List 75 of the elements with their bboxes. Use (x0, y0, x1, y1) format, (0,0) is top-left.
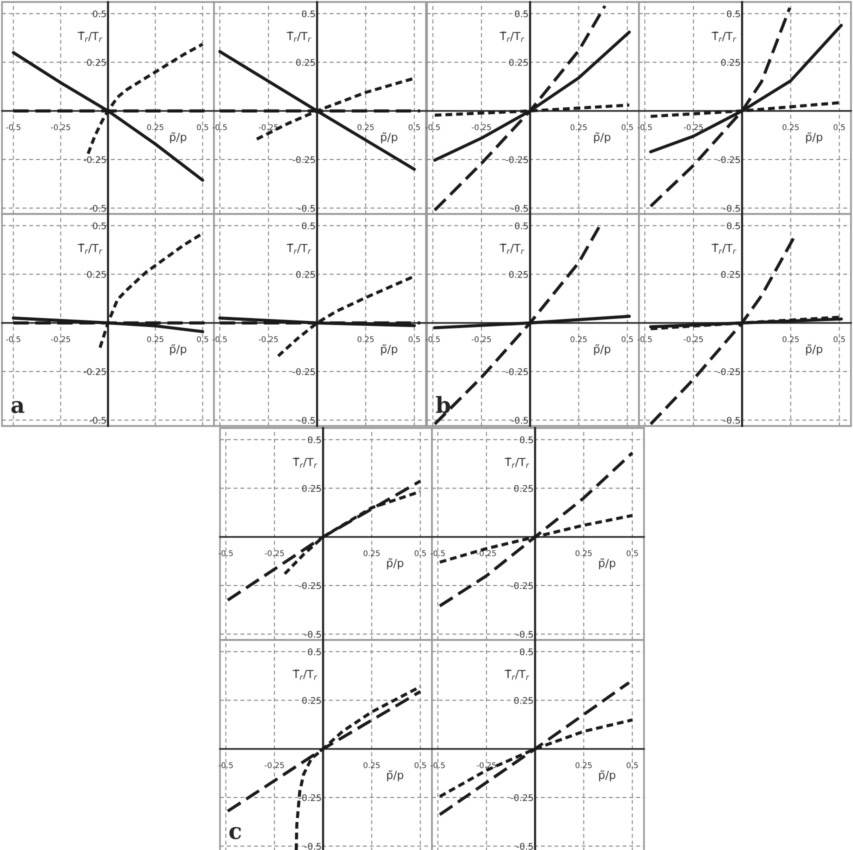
y-tick-label: -0.5 (512, 416, 528, 424)
y-tick-label: 0.5 (308, 648, 321, 656)
y-axis-title: T̃$_{r}$/T$_{r}$ (500, 243, 524, 254)
y-tick-label: -0.5 (89, 204, 106, 212)
y-axis-title: T̃$_{r}$/T$_{r}$ (292, 669, 318, 680)
y-tick-label: 0.25 (514, 697, 533, 704)
x-axis-title: p̃/p (170, 344, 186, 356)
y-axis-title: T̃$_{r}$/T$_{r}$ (286, 243, 312, 254)
x-axis-title: p̃/p (170, 132, 186, 144)
x-axis-title: p̃/p (594, 344, 610, 356)
x-axis-title: p̃/p (806, 132, 822, 144)
y-tick-label: -0.25 (718, 156, 740, 164)
y-tick-label: 0.25 (302, 485, 321, 492)
x-axis-title: p̃/p (599, 770, 616, 782)
annotation: c (229, 827, 242, 840)
y-tick-label: -0.5 (516, 842, 533, 850)
y-tick-label: -0.25 (506, 156, 528, 164)
x-axis-title: p̃/p (806, 344, 822, 356)
x-axis-title: p̃/p (594, 132, 610, 144)
y-tick-label: -0.25 (292, 368, 315, 376)
y-tick-label: 0.5 (514, 222, 528, 230)
y-tick-label: 0.5 (92, 10, 106, 18)
y-tick-label: -0.25 (298, 794, 321, 802)
y-tick-label: -0.5 (724, 416, 740, 424)
y-tick-label: 0.5 (520, 436, 533, 444)
y-tick-label: -0.25 (510, 794, 533, 802)
y-tick-label: 0.5 (514, 10, 528, 18)
y-tick-label: -0.5 (516, 630, 533, 638)
y-tick-label: 0.25 (87, 59, 106, 66)
y-tick-label: -0.5 (298, 416, 315, 424)
y-tick-label: -0.5 (724, 204, 740, 212)
x-axis-title: p̃/p (599, 558, 616, 570)
y-tick-label: -0.25 (506, 368, 528, 376)
y-axis-title: T̃$_{r}$/T$_{r}$ (78, 31, 102, 42)
y-tick-label: 0.5 (308, 436, 321, 444)
y-axis-title: T̃$_{r}$/T$_{r}$ (500, 31, 524, 42)
x-axis-title: p̃/p (387, 558, 404, 570)
x-axis-title: p̃/p (381, 132, 398, 144)
y-tick-label: -0.25 (510, 582, 533, 590)
y-tick-label: 0.25 (302, 697, 321, 704)
y-tick-label: 0.25 (87, 271, 106, 278)
y-tick-label: -0.25 (298, 582, 321, 590)
y-tick-label: 0.5 (302, 10, 315, 18)
y-axis-title: T̃$_{r}$/T$_{r}$ (504, 669, 530, 680)
annotation: a (11, 401, 24, 414)
y-tick-label: 0.5 (726, 10, 740, 18)
y-tick-label: -0.25 (292, 156, 315, 164)
y-tick-label: -0.5 (304, 630, 321, 638)
y-tick-label: 0.25 (721, 59, 740, 66)
y-tick-label: 0.5 (92, 222, 106, 230)
y-tick-label: 0.25 (509, 271, 528, 278)
y-axis-title: T̃$_{r}$/T$_{r}$ (292, 457, 318, 468)
y-tick-label: 0.25 (296, 271, 315, 278)
y-axis-title: T̃$_{r}$/T$_{r}$ (712, 243, 736, 254)
y-tick-label: 0.5 (520, 648, 533, 656)
y-tick-label: -0.5 (89, 416, 106, 424)
y-tick-label: 0.5 (302, 222, 315, 230)
y-axis-title: T̃$_{r}$/T$_{r}$ (504, 457, 530, 468)
y-axis-title: T̃$_{r}$/T$_{r}$ (78, 243, 102, 254)
y-tick-label: 0.25 (509, 59, 528, 66)
y-axis-title: T̃$_{r}$/T$_{r}$ (712, 31, 736, 42)
x-axis-title: p̃/p (381, 344, 398, 356)
annotation: b (436, 396, 450, 414)
y-tick-label: -0.5 (304, 842, 321, 850)
y-tick-label: 0.25 (721, 271, 740, 278)
y-tick-label: 0.25 (296, 59, 315, 66)
y-tick-label: -0.5 (298, 204, 315, 212)
y-axis-title: T̃$_{r}$/T$_{r}$ (286, 31, 312, 42)
y-tick-label: 0.5 (726, 222, 740, 230)
y-tick-label: 0.25 (514, 485, 533, 492)
x-axis-title: p̃/p (387, 770, 404, 782)
y-tick-label: -0.25 (84, 156, 106, 164)
y-tick-label: -0.25 (718, 368, 740, 376)
y-tick-label: -0.5 (512, 204, 528, 212)
y-tick-label: -0.25 (84, 368, 106, 376)
